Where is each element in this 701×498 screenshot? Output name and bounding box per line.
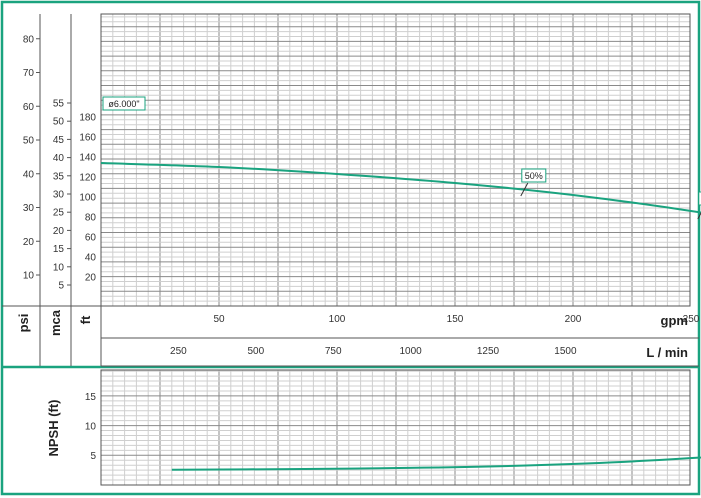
psi-tick: 70: [23, 68, 35, 79]
mca-tick: 45: [53, 135, 65, 146]
mca-tick: 15: [53, 244, 65, 255]
lpm-tick: 500: [247, 346, 264, 357]
mca-tick: 5: [58, 281, 64, 292]
ft-unit-label: ft: [78, 315, 93, 324]
grid-top: [100, 14, 690, 307]
psi-tick: 50: [23, 136, 35, 147]
ft-tick: 60: [85, 233, 97, 244]
efficiency-marker: [697, 212, 701, 220]
efficiency-marker: [520, 182, 529, 197]
psi-tick: 20: [23, 237, 35, 248]
efficiency-label-box: [521, 168, 547, 183]
mca-tick: 55: [53, 99, 65, 110]
gpm-tick: 150: [447, 314, 464, 325]
gpm-tick: 100: [329, 314, 346, 325]
head-curve: [100, 162, 701, 214]
mca-tick: 35: [53, 171, 65, 182]
psi-tick: 80: [23, 34, 35, 45]
gpm-tick: 250: [683, 314, 700, 325]
curves: [100, 162, 701, 471]
lpm-tick: 1250: [477, 346, 500, 357]
ft-tick: 180: [79, 113, 96, 124]
gpm-tick: 50: [213, 314, 225, 325]
npsh-tick: 10: [85, 422, 97, 433]
psi-tick: 60: [23, 102, 35, 113]
ft-tick: 20: [85, 273, 97, 284]
psi-unit-label: psi: [16, 314, 31, 333]
psi-tick: 30: [23, 203, 35, 214]
efficiency-label-box: [698, 191, 701, 206]
grid-bottom: [100, 370, 690, 486]
lpm-tick: 1000: [399, 346, 422, 357]
mca-tick: 10: [53, 262, 65, 273]
annotations: ø6.000"50%50%40%NPSH: [102, 96, 701, 220]
tick-labels: 10 20 30 40 50 60 70 80 5 10 15 20 25 30 35 40 45 50 55 20 4…: [16, 34, 700, 462]
npsh-tick: 15: [85, 392, 97, 403]
mca-unit-label: mca: [48, 309, 63, 336]
npsh-curve: [171, 456, 701, 471]
mca-tick: 25: [53, 208, 65, 219]
lpm-tick: 250: [170, 346, 187, 357]
lpm-tick: 1500: [554, 346, 577, 357]
ft-tick: 80: [85, 213, 97, 224]
ft-tick: 100: [79, 193, 96, 204]
mca-tick: 30: [53, 190, 65, 201]
gpm-unit-label: gpm: [661, 313, 688, 328]
lpm-unit-label: L / min: [646, 345, 688, 360]
ft-tick: 40: [85, 253, 97, 264]
npsh-axis-label: NPSH (ft): [46, 399, 61, 456]
efficiency-label: 50%: [525, 171, 543, 181]
gpm-tick: 200: [565, 314, 582, 325]
mca-tick: 50: [53, 117, 65, 128]
bottom-plot-border: [100, 369, 691, 486]
psi-tick: 10: [23, 271, 35, 282]
ft-tick: 140: [79, 153, 96, 164]
mca-tick: 40: [53, 153, 65, 164]
psi-tick: 40: [23, 169, 35, 180]
mca-tick: 20: [53, 226, 65, 237]
impeller-diameter-label: ø6.000": [108, 99, 139, 109]
ft-tick: 160: [79, 133, 96, 144]
npsh-tick: 5: [90, 451, 96, 462]
lpm-tick: 750: [325, 346, 342, 357]
ft-tick: 120: [79, 173, 96, 184]
impeller-diameter-label-box: [102, 96, 146, 111]
